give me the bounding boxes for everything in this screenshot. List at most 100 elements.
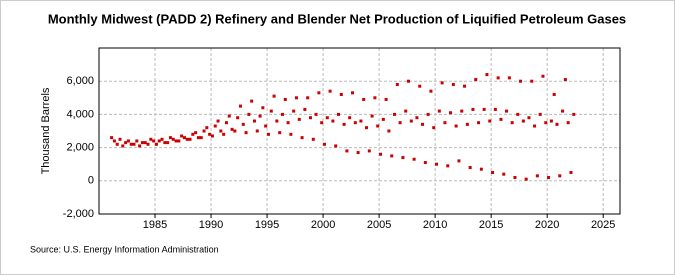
point [407,79,411,83]
y-tick-label: -2,000 [63,208,94,220]
point [233,129,237,133]
point [440,81,444,85]
point [213,124,217,128]
chart-title: Monthly Midwest (PADD 2) Refinery and Bl… [48,11,626,26]
point [446,164,450,168]
point [376,124,380,128]
point [468,166,472,170]
point [552,92,556,96]
point [126,139,130,143]
point [541,74,545,78]
point [437,109,441,113]
point [121,144,125,148]
point [451,83,455,87]
point [502,172,506,176]
point [465,122,469,126]
point [154,142,158,146]
y-tick-label: 2,000 [66,142,94,154]
plot-area [98,47,621,215]
point [292,109,296,113]
point [449,111,453,115]
point [174,139,178,143]
point [322,142,326,146]
point [241,122,245,126]
point [247,112,251,116]
point [264,124,268,128]
point [143,141,147,145]
point [359,119,363,123]
point [188,137,192,141]
point [384,97,388,101]
point [224,121,228,125]
point [401,156,405,160]
point [488,119,492,123]
point [331,119,335,123]
y-axis-label: Thousand Barrels [40,87,52,174]
point [521,119,525,123]
point [244,131,248,135]
point [432,126,436,130]
point [308,116,312,120]
point [524,177,528,181]
point [555,122,559,126]
point [118,137,122,141]
point [205,126,209,130]
point [510,121,514,125]
point [269,109,273,113]
point [370,114,374,118]
point [185,137,189,141]
point [317,91,321,95]
point [485,73,489,77]
x-tick-label: 2020 [535,219,559,231]
x-tick-label: 2025 [591,219,615,231]
point [482,107,486,111]
point [115,142,119,146]
x-tick-label: 2015 [479,219,503,231]
point [426,112,430,116]
point [110,136,114,140]
point [544,121,548,125]
point [196,136,200,140]
point [479,167,483,171]
source: Source: U.S. Energy Information Administ… [30,244,219,254]
point [289,132,293,136]
point [373,96,377,100]
point [398,121,402,125]
point [493,107,497,111]
point [558,174,562,178]
point [530,79,534,83]
point [157,139,161,143]
point [177,139,181,143]
point [171,137,175,141]
point [132,142,136,146]
point [561,109,565,113]
point [379,152,383,156]
point [365,126,369,130]
point [454,124,458,128]
point [527,116,531,120]
point [146,142,150,146]
point [222,132,226,136]
point [474,78,478,82]
point [166,141,170,145]
point [216,119,220,123]
point [387,129,391,133]
point [339,92,343,96]
point [163,141,167,145]
x-tick-label: 1985 [143,219,167,231]
point [219,129,223,133]
point [208,132,212,136]
point [429,89,433,93]
point [314,112,318,116]
point [513,175,517,179]
point [210,134,214,138]
point [367,149,371,153]
point [303,107,307,111]
y-tick-label: 0 [88,175,94,187]
point [350,91,354,95]
point [549,119,553,123]
point [194,131,198,135]
point [227,114,231,118]
x-tick-label: 1990 [199,219,223,231]
